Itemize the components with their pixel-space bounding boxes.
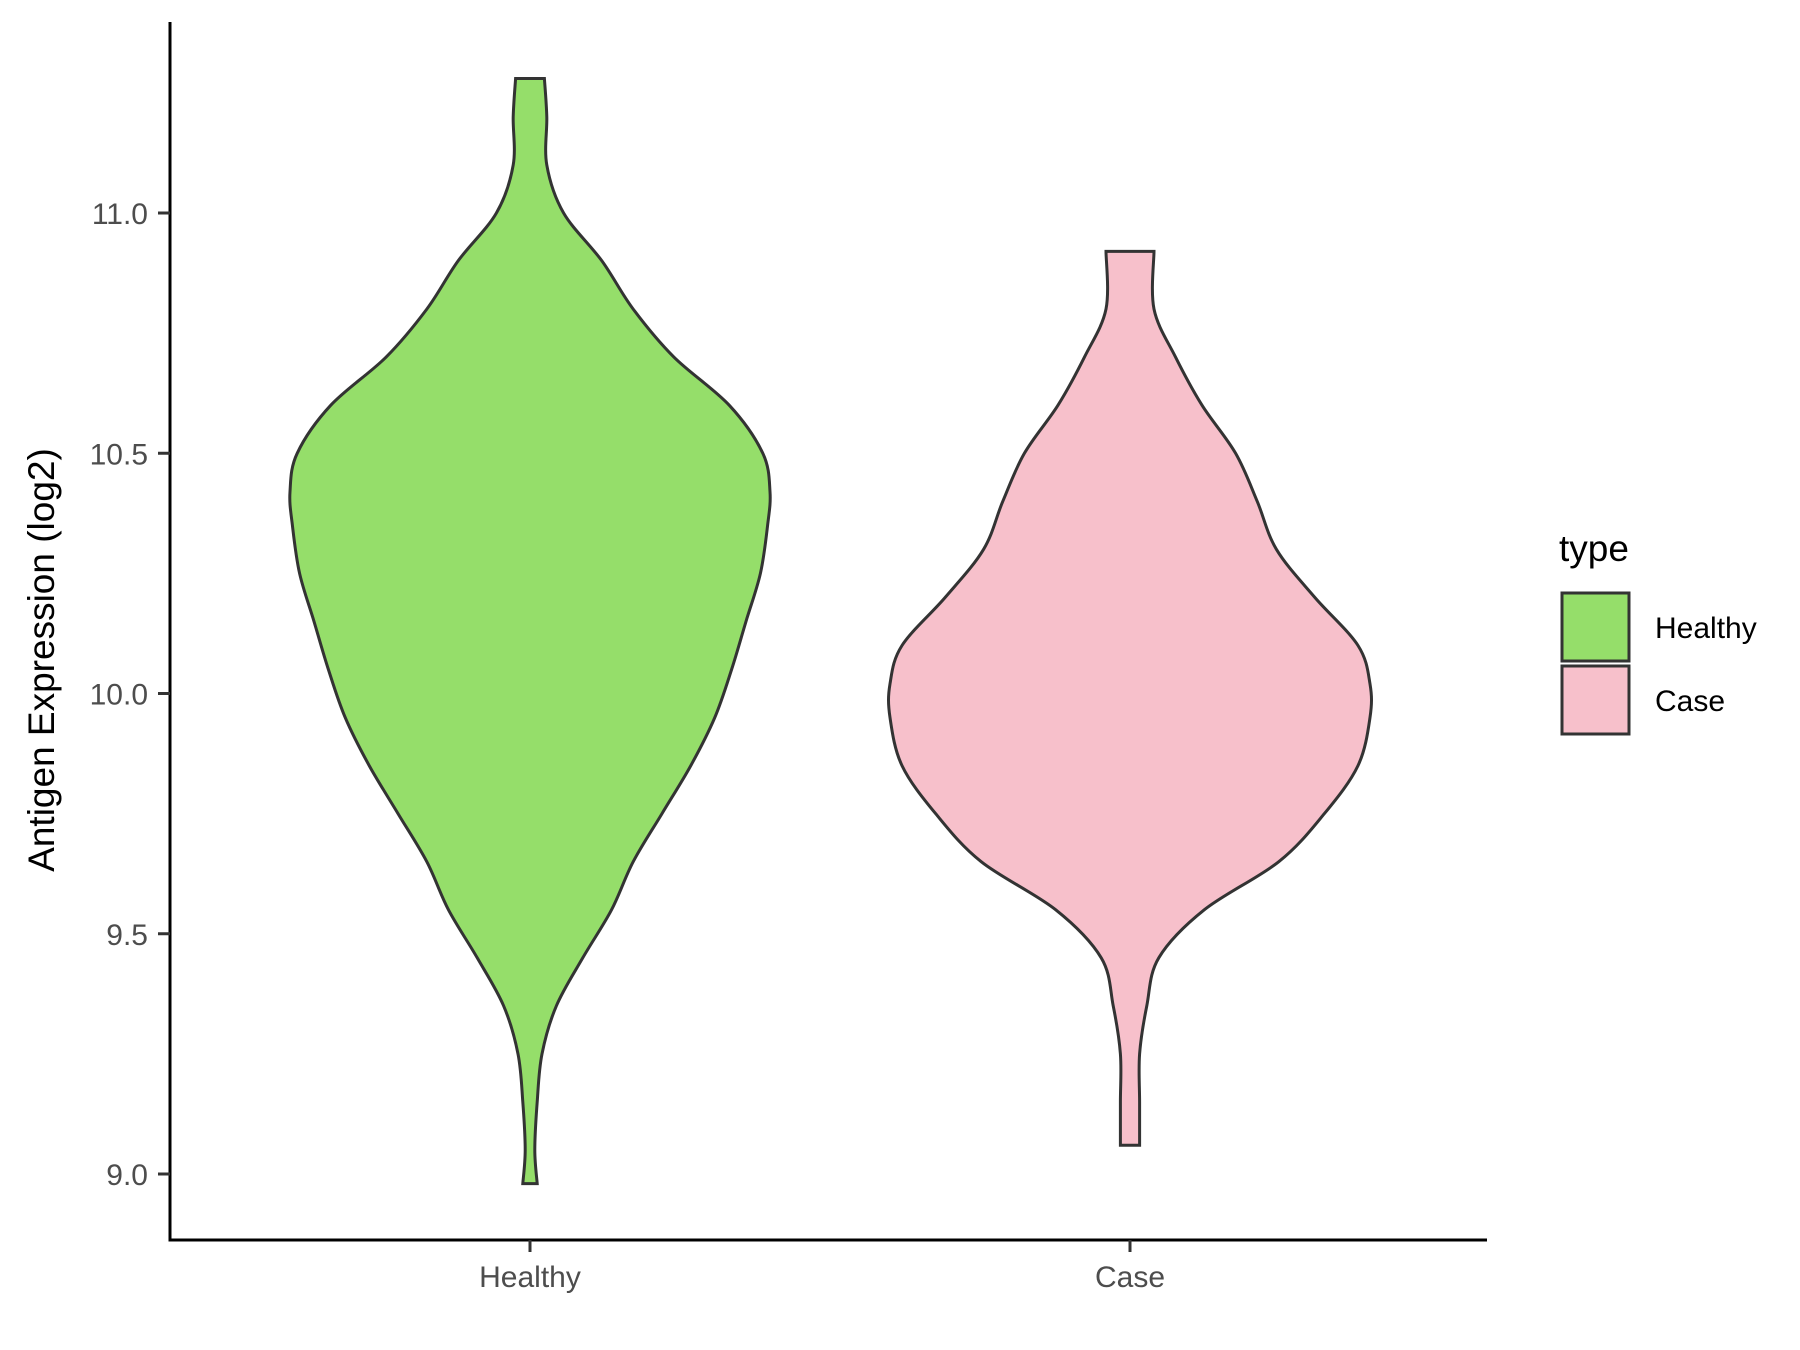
x-tick-label-healthy: Healthy	[479, 1261, 581, 1294]
y-tick-label: 10.5	[90, 438, 148, 471]
x-ticks: Healthy Case	[479, 1240, 1165, 1294]
y-ticks: 9.0 9.5 10.0 10.5 11.0	[90, 198, 170, 1192]
y-tick-label: 9.5	[106, 919, 148, 952]
y-tick-label: 10.0	[90, 679, 148, 712]
legend-label-case: Case	[1655, 685, 1725, 718]
violin-healthy	[288, 77, 772, 1186]
legend-title: type	[1559, 528, 1629, 569]
x-tick-label-case: Case	[1095, 1261, 1165, 1294]
y-axis-title: Antigen Expression (log2)	[21, 448, 62, 872]
legend-label-healthy: Healthy	[1655, 612, 1757, 645]
axes	[168, 22, 1487, 1242]
violins-layer	[288, 77, 1373, 1186]
legend: type Healthy Case	[1559, 528, 1757, 736]
legend-key-case	[1560, 664, 1631, 736]
violin-case	[887, 249, 1373, 1147]
legend-key-healthy	[1560, 591, 1631, 663]
y-tick-label: 11.0	[92, 198, 148, 231]
y-tick-label: 9.0	[106, 1159, 148, 1192]
